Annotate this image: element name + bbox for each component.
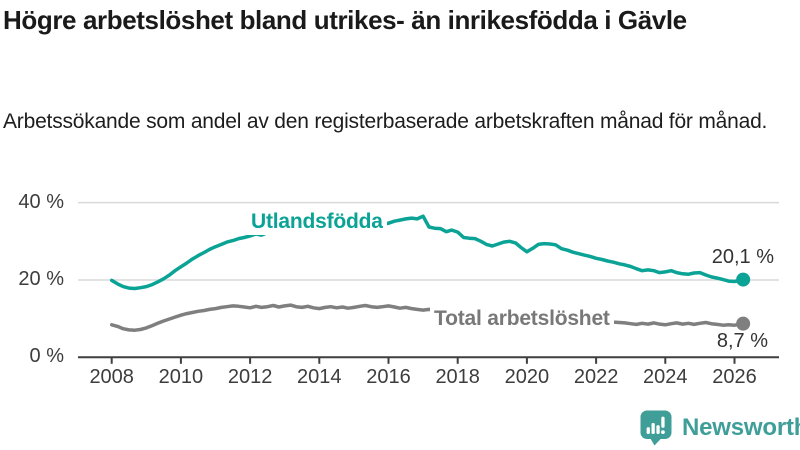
chart-speech-bubble-icon <box>640 410 672 446</box>
x-tick-label: 2012 <box>227 366 273 388</box>
page-subtitle: Arbetssökande som andel av den registerb… <box>3 110 768 133</box>
x-tick-label: 2016 <box>366 366 411 388</box>
x-tick-label: 2014 <box>297 366 342 388</box>
x-tick-label: 2024 <box>643 366 688 388</box>
y-tick-label: 0 % <box>29 345 64 368</box>
x-tick-label: 2008 <box>89 366 134 388</box>
page-title: Högre arbetslöshet bland utrikes- än inr… <box>3 5 687 35</box>
y-tick-label: 40 % <box>18 190 64 213</box>
x-tick-label: 2018 <box>435 366 480 388</box>
newsworthy-logo: Newsworthy <box>639 409 800 446</box>
newsworthy-brand-text: Newsworthy <box>682 413 800 441</box>
y-tick-label: 20 % <box>18 267 64 290</box>
x-tick-label: 2020 <box>504 366 550 388</box>
series-label-utlandsfodda: Utlandsfödda <box>247 209 387 235</box>
end-value-label-utlandsfodda: 20,1 % <box>711 246 774 268</box>
x-tick-label: 2022 <box>573 366 619 388</box>
x-tick-label: 2026 <box>712 366 757 388</box>
x-tick-label: 2010 <box>158 366 204 388</box>
series-label-total-arbetsloshet: Total arbetslöshet <box>430 306 614 332</box>
end-value-label-total-arbetsloshet: 8,7 % <box>716 330 768 352</box>
